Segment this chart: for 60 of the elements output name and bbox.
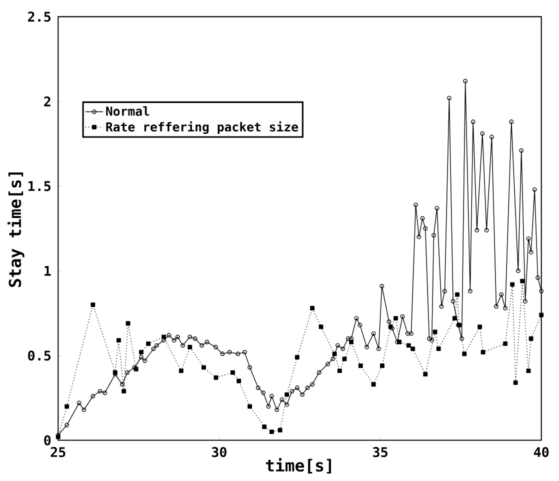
y-tick-label: 2 [44, 96, 50, 106]
point [90, 302, 96, 307]
point [526, 368, 531, 373]
point [236, 378, 242, 384]
point [436, 346, 441, 351]
point [462, 352, 467, 356]
point [349, 340, 354, 344]
point [539, 312, 544, 318]
point [503, 341, 508, 346]
point [230, 370, 235, 375]
x-tick-label: 40 [534, 446, 549, 458]
x-tick-label: 25 [50, 446, 66, 458]
point [262, 424, 267, 429]
point [410, 346, 416, 351]
point [202, 365, 206, 370]
point [318, 324, 324, 329]
point [332, 352, 337, 356]
y-tick-label: 0 [44, 435, 51, 446]
x-axis-title: time[s] [266, 458, 332, 474]
point [480, 350, 486, 354]
legend-label: Normal [106, 106, 150, 116]
point [358, 363, 363, 368]
point [146, 341, 151, 346]
point [513, 380, 518, 385]
point [294, 355, 300, 360]
point [528, 336, 534, 341]
y-tick-label: 1.5 [28, 181, 51, 192]
point [423, 372, 428, 376]
x-tick-label: 35 [373, 446, 388, 458]
point [162, 334, 166, 340]
point [278, 428, 282, 432]
point [510, 282, 515, 287]
point [337, 368, 342, 373]
point [188, 344, 192, 350]
y-axis-title: Stay time[s] [8, 172, 24, 287]
point [214, 375, 218, 380]
point [270, 430, 274, 434]
point [455, 292, 460, 297]
point [116, 338, 121, 342]
point [478, 324, 482, 329]
point [248, 404, 252, 409]
x-tick-label: 30 [212, 446, 226, 458]
y-tick-label: 2.5 [28, 12, 51, 22]
y-tick-label: 1 [44, 266, 51, 276]
point [139, 350, 144, 354]
y-tick-label: 0.5 [28, 350, 51, 361]
point [284, 392, 290, 397]
point [432, 330, 438, 334]
point [126, 321, 130, 326]
point [452, 316, 457, 320]
point [122, 388, 126, 394]
point [310, 306, 315, 310]
point [406, 343, 411, 348]
legend-label: Rate reffering packet size [106, 121, 298, 134]
point [394, 316, 398, 320]
point [520, 278, 525, 284]
point [371, 382, 376, 387]
point [64, 404, 70, 409]
point [178, 368, 184, 373]
point [380, 363, 384, 368]
